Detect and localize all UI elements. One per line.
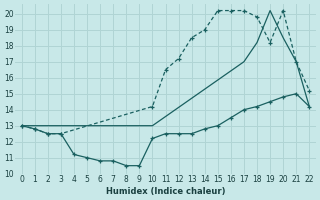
- X-axis label: Humidex (Indice chaleur): Humidex (Indice chaleur): [106, 187, 225, 196]
